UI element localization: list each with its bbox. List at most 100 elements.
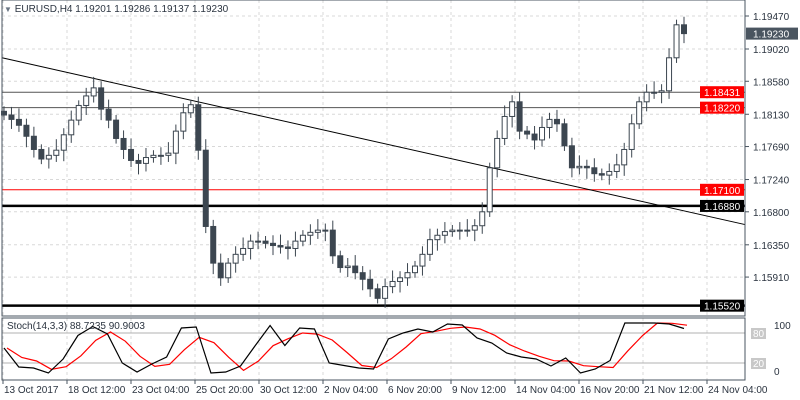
candle-bear — [135, 159, 142, 164]
candle-bull — [613, 164, 620, 172]
main-panel-border — [1, 0, 746, 317]
candle-bull — [165, 152, 172, 156]
price-tick-label: 1.15910 — [753, 273, 790, 284]
time-tick-label: 21 Nov 12:00 — [644, 385, 704, 396]
candles — [1, 16, 687, 308]
candle-bull — [666, 57, 673, 92]
candle-bear — [553, 118, 560, 125]
candle-bear — [359, 272, 366, 280]
candle-bear — [374, 288, 381, 299]
time-tick-label: 14 Nov 04:00 — [516, 385, 576, 396]
candle-bull — [426, 239, 433, 255]
price-line-label: 1.15520 — [704, 302, 741, 313]
candle-bear — [516, 101, 523, 132]
price-tick-label: 1.16350 — [753, 241, 790, 252]
candle-bull — [90, 87, 97, 97]
candle-bull — [434, 234, 441, 241]
candle-bear — [367, 278, 374, 290]
candle-bear — [337, 255, 344, 269]
candle-bear — [591, 167, 598, 175]
candle-bull — [494, 137, 501, 169]
candle-bear — [217, 262, 224, 279]
candle-bear — [329, 229, 336, 257]
candle-bull — [255, 240, 262, 243]
time-tick-label: 16 Nov 20:00 — [580, 385, 640, 396]
candle-bull — [75, 104, 82, 121]
stoch-k-line — [3, 322, 685, 374]
candle-bear — [38, 148, 45, 160]
candle-bear — [113, 119, 120, 139]
horizontal-lines — [2, 91, 745, 307]
candle-bear — [524, 130, 531, 135]
candle-bear — [598, 173, 605, 176]
candle-bear — [210, 225, 217, 264]
price-label-box — [700, 299, 744, 312]
candle-bear — [561, 123, 568, 147]
candle-bear — [284, 246, 291, 249]
price-tick-label: 1.18130 — [753, 110, 790, 121]
candle-bear — [583, 165, 590, 169]
stoch-label: Stoch(14,3,3) 88.7235 90.9003 — [7, 321, 145, 332]
triangle-down-icon[interactable]: ▼ — [4, 5, 12, 14]
price-tick-label: 1.19020 — [753, 45, 790, 56]
candle-bull — [150, 154, 157, 159]
candle-bull — [299, 234, 306, 242]
price-label-box — [700, 183, 744, 196]
candle-bull — [509, 101, 516, 117]
candle-bull — [441, 231, 448, 236]
time-tick-label: 25 Oct 20:00 — [196, 385, 254, 396]
price-axis: 1.19470 1.19020 1.18580 1.18130 1.17690 1.172… — [700, 12, 798, 313]
candle-bull — [344, 265, 351, 269]
price-tick-label: 1.19470 — [753, 12, 790, 23]
grid — [2, 0, 745, 380]
price-line-label: 1.18431 — [704, 88, 741, 99]
candle-bear — [270, 242, 277, 247]
candle-bull — [247, 240, 254, 249]
candle-bear — [352, 265, 359, 274]
candle-bull — [389, 280, 396, 288]
candle-bear — [98, 87, 105, 110]
price-label-box — [700, 199, 744, 212]
price-line-label: 1.17100 — [704, 186, 741, 197]
candle-bull — [240, 247, 247, 255]
candle-bear — [105, 108, 112, 121]
candle-bull — [486, 167, 493, 213]
time-tick-label: 18 Oct 12:00 — [68, 385, 126, 396]
candle-bull — [314, 229, 321, 233]
candle-bull — [546, 118, 553, 128]
time-tick-label: 13 Oct 2017 — [4, 385, 59, 396]
candle-bull — [45, 154, 52, 160]
candle-bear — [531, 133, 538, 141]
candle-bull — [471, 225, 478, 231]
stoch-level-box — [751, 358, 766, 369]
price-tick-label: 1.16800 — [753, 208, 790, 219]
stoch-level-label: 0 — [774, 367, 780, 378]
candle-bear — [23, 124, 30, 137]
candle-bull — [606, 170, 613, 176]
candle-bull — [322, 229, 329, 232]
candle-bear — [120, 137, 127, 150]
candle-bull — [83, 95, 90, 106]
candle-bear — [262, 240, 269, 244]
candle-bull — [539, 126, 546, 141]
time-tick-label: 23 Oct 04:00 — [132, 385, 190, 396]
candle-bear — [277, 245, 284, 248]
candle-bull — [479, 211, 486, 227]
price-line-label: 1.16880 — [704, 202, 741, 213]
candle-bull — [658, 90, 665, 93]
time-tick-label: 2 Nov 04:00 — [324, 385, 378, 396]
candle-bull — [576, 165, 583, 169]
candle-bull — [225, 262, 232, 279]
candle-bull — [53, 149, 60, 156]
candle-bull — [382, 286, 389, 299]
price-line-label: 1.18220 — [704, 104, 741, 115]
candle-bull — [628, 123, 635, 150]
trendline[interactable] — [1, 57, 746, 226]
candle-bull — [464, 229, 471, 232]
candle-bull — [411, 265, 418, 274]
candle-bull — [621, 148, 628, 166]
price-tick-label: 1.18580 — [753, 77, 790, 88]
candle-bear — [128, 148, 135, 161]
candle-bull — [180, 112, 187, 132]
